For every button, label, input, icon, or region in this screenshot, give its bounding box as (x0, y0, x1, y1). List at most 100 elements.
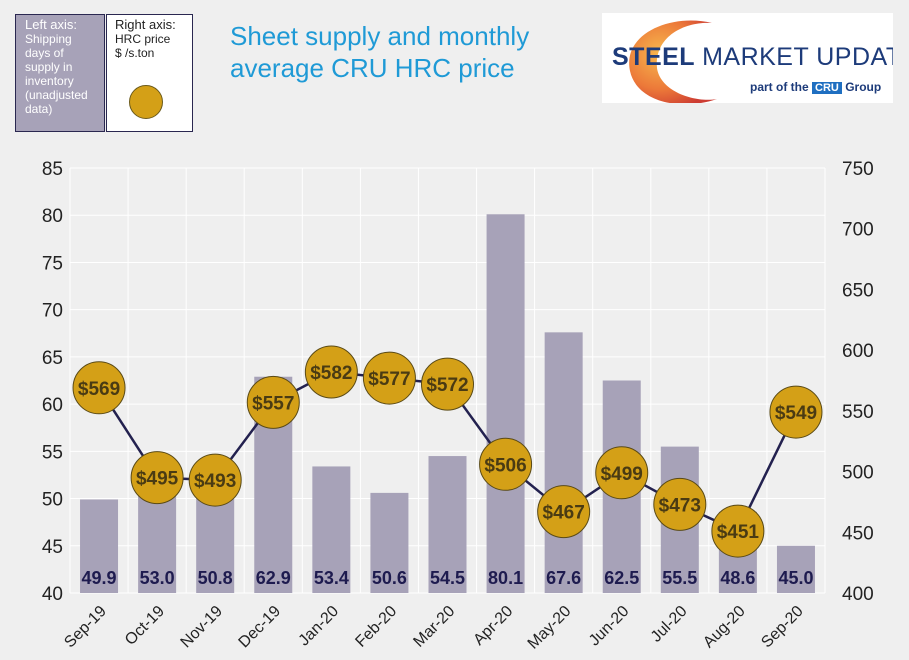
y-left-tick-label: 45 (42, 537, 63, 558)
legend-left-line: Shipping (25, 32, 72, 46)
y-left-tick-label: 65 (42, 348, 63, 369)
price-data-label: $473 (659, 495, 701, 516)
legend-left-line: inventory (25, 74, 74, 88)
y-right-tick-label: 500 (842, 463, 874, 484)
legend-left-line: data) (25, 102, 53, 116)
y-left-tick-label: 40 (42, 584, 63, 605)
bar-data-label: 50.8 (198, 568, 233, 588)
logo-group: Group (845, 80, 882, 94)
bar-data-label: 62.5 (604, 568, 639, 588)
legend-left-line: supply in (25, 60, 73, 74)
y-left-tick-label: 75 (42, 253, 63, 274)
x-tick-label: Jul-20 (648, 603, 691, 646)
y-right-tick-label: 750 (842, 159, 874, 180)
x-tick-label: Feb-20 (352, 603, 400, 651)
bar-data-label: 49.9 (82, 568, 117, 588)
x-tick-label: Jun-20 (586, 603, 633, 650)
y-right-tick-label: 400 (842, 584, 874, 605)
bar-data-label: 53.4 (314, 568, 349, 588)
y-right-tick-label: 700 (842, 220, 874, 241)
logo-steel: STEEL (612, 43, 695, 71)
logo-market-update: MARKET UPDATE (702, 43, 893, 71)
y-right-tick-label: 450 (842, 523, 874, 544)
legend-right-axis: Right axis: HRC price $ /s.ton (106, 14, 193, 132)
bar (486, 214, 525, 593)
price-point (421, 357, 474, 411)
legend-left-title: Left axis: (25, 17, 78, 32)
bar (312, 466, 351, 593)
price-point (769, 385, 823, 439)
bar (544, 332, 583, 593)
price-data-label: $499 (601, 464, 643, 485)
price-data-label: $569 (78, 379, 120, 400)
y-right-tick-label: 550 (842, 402, 874, 423)
bar-data-label: 67.6 (546, 568, 581, 588)
legend-left-line: days of (25, 46, 64, 60)
price-data-label: $467 (543, 503, 585, 524)
y-left-tick-label: 55 (42, 442, 63, 463)
legend-right-line: HRC price (115, 32, 171, 46)
logo-wordmark: STEEL MARKET UPDATE (612, 43, 893, 72)
price-point (537, 485, 591, 539)
x-tick-label: Sep-19 (61, 603, 110, 652)
price-point (246, 375, 300, 429)
bar (370, 492, 409, 593)
y-left-tick-label: 85 (42, 159, 63, 180)
price-data-label: $506 (484, 455, 526, 476)
legend-right-line: $ /s.ton (115, 46, 155, 60)
x-tick-label: Apr-20 (470, 603, 516, 649)
bar-data-label: 80.1 (488, 568, 523, 588)
x-tick-label: Dec-19 (236, 603, 285, 652)
bar (428, 456, 467, 593)
price-point (188, 453, 242, 507)
price-data-label: $582 (310, 363, 352, 384)
y-left-tick-label: 70 (42, 301, 63, 322)
steel-market-update-logo: STEEL MARKET UPDATE part of the CRU Grou… (602, 13, 893, 103)
bar-data-label: 62.9 (256, 568, 291, 588)
x-tick-label: Aug-20 (700, 603, 749, 652)
price-data-label: $549 (775, 403, 817, 424)
bar-data-label: 48.6 (720, 568, 755, 588)
x-tick-label: Mar-20 (410, 603, 458, 651)
logo-subtitle: part of the CRU Group (750, 80, 881, 94)
legend-left-axis: Left axis: Shipping days of supply in in… (15, 14, 105, 132)
price-point (711, 504, 765, 558)
y-left-tick-label: 60 (42, 395, 63, 416)
x-tick-label: Sep-20 (758, 603, 807, 652)
bar-data-label: 55.5 (662, 568, 697, 588)
price-point (362, 351, 416, 405)
y-right-tick-label: 650 (842, 280, 874, 301)
bar (80, 499, 119, 593)
y-left-tick-label: 80 (42, 206, 63, 227)
chart-title-line: Sheet supply and monthly (230, 21, 530, 51)
bar-data-label: 53.0 (140, 568, 175, 588)
price-data-label: $577 (368, 369, 410, 390)
price-data-label: $493 (194, 471, 236, 492)
price-data-label: $495 (136, 469, 179, 490)
x-tick-label: May-20 (525, 603, 575, 653)
bar (196, 491, 235, 593)
price-data-label: $451 (717, 522, 760, 543)
price-point (304, 345, 358, 399)
x-tick-label: Oct-19 (122, 603, 168, 649)
logo-part-of: part of the (750, 80, 809, 94)
price-point (653, 477, 707, 531)
chart-title: Sheet supply and monthly average CRU HRC… (230, 20, 590, 84)
chart-title-line: average CRU HRC price (230, 53, 515, 83)
price-point (72, 361, 126, 415)
price-data-label: $572 (426, 375, 468, 396)
legend-price-bubble-icon (129, 85, 163, 119)
y-left-tick-label: 50 (42, 490, 63, 511)
logo-swoosh-icon (629, 20, 717, 103)
x-tick-label: Jan-20 (296, 603, 343, 650)
x-tick-label: Nov-19 (178, 603, 227, 652)
price-data-label: $557 (252, 393, 294, 414)
legend-left-line: (unadjusted (25, 88, 88, 102)
price-point (130, 451, 184, 505)
price-point (595, 446, 649, 500)
y-right-tick-label: 600 (842, 341, 874, 362)
bar-data-label: 50.6 (372, 568, 407, 588)
legend-right-title: Right axis: (115, 17, 176, 32)
logo-cru-badge: CRU (812, 82, 842, 94)
